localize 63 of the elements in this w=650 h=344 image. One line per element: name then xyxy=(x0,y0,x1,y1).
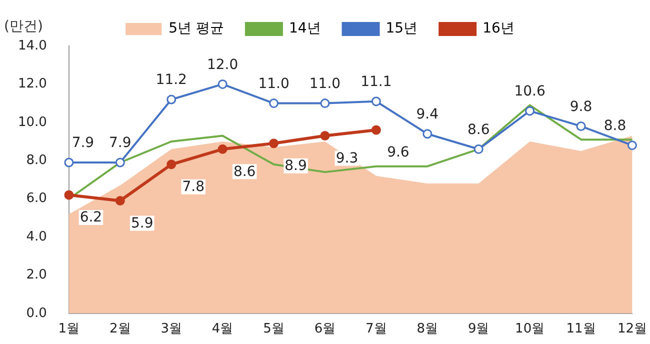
point xyxy=(64,190,74,200)
point xyxy=(166,94,176,104)
y-tick-label: 0.0 xyxy=(26,306,47,321)
x-tick-label: 10월 xyxy=(515,322,545,337)
y-tick-label: 14.0 xyxy=(18,38,47,54)
x-tick-label: 3월 xyxy=(160,322,182,337)
legend-label: 14년 xyxy=(288,20,321,37)
data-label: 5.9 xyxy=(131,215,154,232)
x-tick-label: 12월 xyxy=(617,322,647,337)
x-tick-label: 4월 xyxy=(212,322,234,337)
data-label: 8.8 xyxy=(604,118,626,134)
data-label: 7.9 xyxy=(72,135,94,152)
data-label: 9.4 xyxy=(416,106,439,122)
data-label: 7.9 xyxy=(109,135,132,152)
data-label: 8.6 xyxy=(467,122,490,138)
point xyxy=(371,96,381,106)
x-tick-label: 11월 xyxy=(566,322,596,337)
point xyxy=(115,158,125,168)
y-tick-label: 12.0 xyxy=(18,76,47,92)
point xyxy=(525,106,535,116)
data-label: 8.6 xyxy=(233,164,256,180)
point xyxy=(320,98,330,108)
data-label: 8.9 xyxy=(284,158,307,174)
x-tick-label: 7월 xyxy=(366,322,387,337)
point xyxy=(627,140,637,150)
point xyxy=(64,158,74,168)
point xyxy=(218,79,228,89)
y-tick-label: 10.0 xyxy=(18,114,47,130)
point xyxy=(474,144,484,154)
y-axis-title: (만건) xyxy=(4,18,43,35)
legend-label: 16년 xyxy=(482,20,514,37)
data-label: 11.1 xyxy=(360,74,392,90)
point xyxy=(576,121,586,131)
data-label: 12.0 xyxy=(206,56,238,73)
data-label: 9.3 xyxy=(336,150,358,166)
point xyxy=(269,138,279,148)
point xyxy=(422,129,432,139)
x-tick-label: 8월 xyxy=(416,322,438,337)
x-tick-label: 2월 xyxy=(110,322,131,337)
y-tick-label: 4.0 xyxy=(26,229,47,244)
point xyxy=(166,160,176,170)
data-label: 10.6 xyxy=(514,84,546,100)
legend-label: 15년 xyxy=(386,20,418,37)
point xyxy=(371,125,381,135)
data-label: 11.2 xyxy=(156,72,187,88)
y-tick-label: 2.0 xyxy=(26,268,47,283)
y-tick-label: 8.0 xyxy=(26,152,47,168)
x-tick-label: 5월 xyxy=(263,322,284,337)
point xyxy=(115,196,125,206)
point xyxy=(218,144,228,154)
x-tick-label: 1월 xyxy=(58,322,80,337)
data-label: 11.0 xyxy=(258,76,290,92)
data-label: 9.8 xyxy=(570,98,592,115)
point xyxy=(269,98,279,108)
x-tick-label: 9월 xyxy=(468,322,490,337)
point xyxy=(320,131,330,141)
data-label: 11.0 xyxy=(309,76,341,92)
legend-label: 5년 평균 xyxy=(168,20,224,37)
data-label: 6.2 xyxy=(80,210,102,226)
data-label: 7.8 xyxy=(182,179,204,196)
y-tick-label: 6.0 xyxy=(26,191,47,206)
data-label: 9.6 xyxy=(387,144,410,161)
x-tick-label: 6월 xyxy=(314,322,336,337)
